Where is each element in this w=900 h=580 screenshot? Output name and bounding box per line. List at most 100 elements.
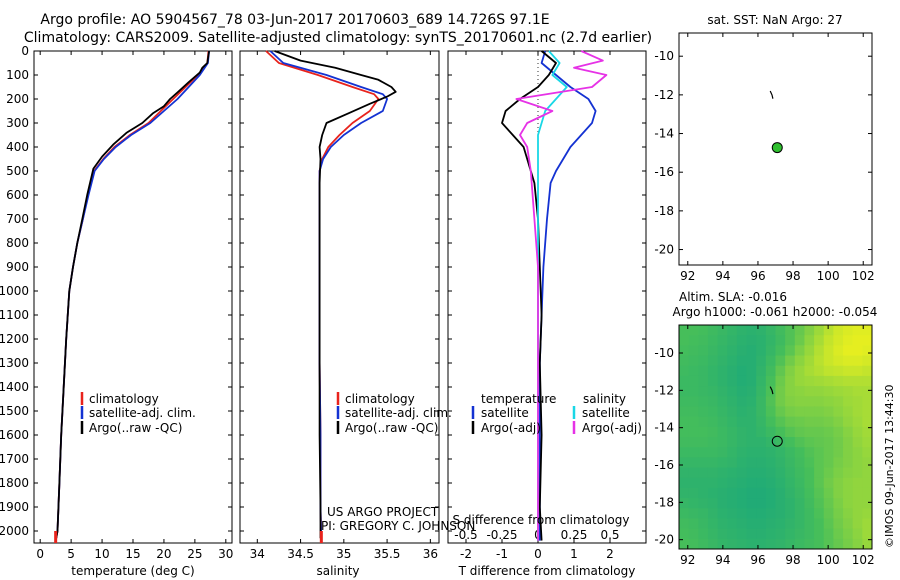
sla-cell bbox=[775, 447, 786, 458]
map-x-tick-label: 98 bbox=[785, 553, 800, 567]
sla-cell bbox=[688, 477, 699, 489]
sla-cell bbox=[804, 335, 815, 346]
sla-cell bbox=[679, 386, 690, 397]
y-tick-label: 500 bbox=[6, 164, 29, 178]
sla-cell bbox=[727, 467, 738, 479]
sla-cell bbox=[814, 498, 825, 509]
sla-cell bbox=[688, 345, 699, 357]
sla-cell bbox=[804, 396, 815, 407]
sla-cell bbox=[775, 437, 786, 448]
sla-cell bbox=[727, 487, 738, 499]
sla-cell bbox=[736, 335, 748, 346]
map-y-tick-label: -20 bbox=[654, 243, 674, 257]
sla-cell bbox=[736, 467, 748, 479]
y-tick-label: 800 bbox=[6, 236, 29, 250]
sla-cell bbox=[707, 457, 719, 469]
x-tick-label: 30 bbox=[218, 547, 233, 561]
sla-cell bbox=[727, 538, 738, 550]
sla-cell bbox=[746, 477, 757, 489]
sla-cell bbox=[746, 508, 757, 519]
sla-cell bbox=[794, 325, 805, 336]
sla-cell bbox=[698, 345, 709, 357]
sla-cell bbox=[717, 416, 728, 428]
sla-cell bbox=[794, 457, 805, 469]
sla-cell bbox=[804, 457, 815, 469]
legend-t-argo: Argo(-adj) bbox=[481, 421, 541, 435]
sla-cell bbox=[679, 467, 690, 479]
sla-cell bbox=[698, 426, 709, 438]
sla-cell bbox=[823, 477, 834, 489]
salinity-x-label: salinity bbox=[316, 564, 359, 578]
sla-cell bbox=[794, 538, 805, 550]
sla-cell bbox=[756, 518, 767, 530]
sla-cell bbox=[804, 355, 815, 367]
map-x-tick-label: 100 bbox=[817, 553, 840, 567]
sla-cell bbox=[823, 355, 834, 367]
sla-cell bbox=[756, 335, 767, 346]
sla-cell bbox=[843, 375, 854, 387]
sla-cell bbox=[843, 365, 854, 377]
sla-cell bbox=[843, 437, 854, 448]
legend-t-satellite: satellite bbox=[481, 406, 529, 420]
sla-cell bbox=[843, 508, 854, 519]
float-track bbox=[769, 90, 774, 99]
sla-cell bbox=[823, 437, 834, 448]
sla-cell bbox=[862, 487, 873, 499]
legend-temperature-title: temperature bbox=[481, 392, 556, 406]
sla-cell bbox=[823, 406, 834, 418]
sla-cell bbox=[843, 426, 854, 438]
y-tick-label: 600 bbox=[6, 188, 29, 202]
sla-cell bbox=[794, 386, 805, 397]
sla-cell bbox=[736, 477, 748, 489]
sla-cell bbox=[679, 335, 690, 346]
s-x-tick-label: -0.5 bbox=[454, 528, 477, 542]
sla-cell bbox=[698, 477, 709, 489]
sla-cell bbox=[852, 528, 863, 540]
y-tick-label: 1900 bbox=[0, 500, 29, 514]
x-tick-label: 35 bbox=[336, 547, 351, 561]
x-tick-label: 1 bbox=[570, 547, 578, 561]
x-tick-label: 15 bbox=[125, 547, 140, 561]
sla-cell bbox=[746, 538, 757, 550]
sla-cell bbox=[814, 355, 825, 367]
sla-cell bbox=[746, 498, 757, 509]
sla-cell bbox=[862, 325, 873, 336]
sla-cell bbox=[843, 457, 854, 469]
sla-cell bbox=[756, 355, 767, 367]
series-line bbox=[515, 50, 608, 541]
sla-cell bbox=[833, 508, 844, 519]
sla-cell bbox=[843, 386, 854, 397]
sla-cell bbox=[727, 396, 738, 407]
salinity-panel: 34 34.5 35 35.5 36 salinity climatology sate… bbox=[239, 50, 475, 578]
sla-cell bbox=[746, 396, 757, 407]
sla-cell bbox=[852, 355, 863, 367]
sla-cell bbox=[775, 498, 786, 509]
sla-cell bbox=[707, 396, 719, 407]
sla-cell bbox=[707, 498, 719, 509]
sla-cell bbox=[765, 396, 776, 407]
sla-cell bbox=[823, 447, 834, 458]
sla-cell bbox=[775, 386, 786, 397]
map-x-tick-label: 96 bbox=[750, 553, 765, 567]
sla-cell bbox=[679, 375, 690, 387]
sla-cell bbox=[698, 335, 709, 346]
salinity-legend-climatology: climatology bbox=[345, 392, 415, 406]
sla-cell bbox=[794, 477, 805, 489]
sla-cell bbox=[833, 365, 844, 377]
sla-cell bbox=[814, 365, 825, 377]
series-line bbox=[274, 50, 397, 539]
y-tick-label: 1300 bbox=[0, 356, 29, 370]
sla-cell bbox=[823, 538, 834, 550]
sla-cell bbox=[765, 498, 776, 509]
sla-cell bbox=[717, 325, 728, 336]
series-line bbox=[538, 50, 597, 541]
sla-cell bbox=[707, 375, 719, 387]
sla-cell bbox=[833, 457, 844, 469]
temperature-x-label: temperature (deg C) bbox=[71, 564, 194, 578]
sla-cell bbox=[823, 426, 834, 438]
sla-cell bbox=[804, 508, 815, 519]
sla-cell bbox=[794, 447, 805, 458]
sla-cell bbox=[688, 386, 699, 397]
sla-map-title-line-1: Altim. SLA: -0.016 bbox=[679, 290, 787, 304]
sla-cell bbox=[862, 345, 873, 357]
